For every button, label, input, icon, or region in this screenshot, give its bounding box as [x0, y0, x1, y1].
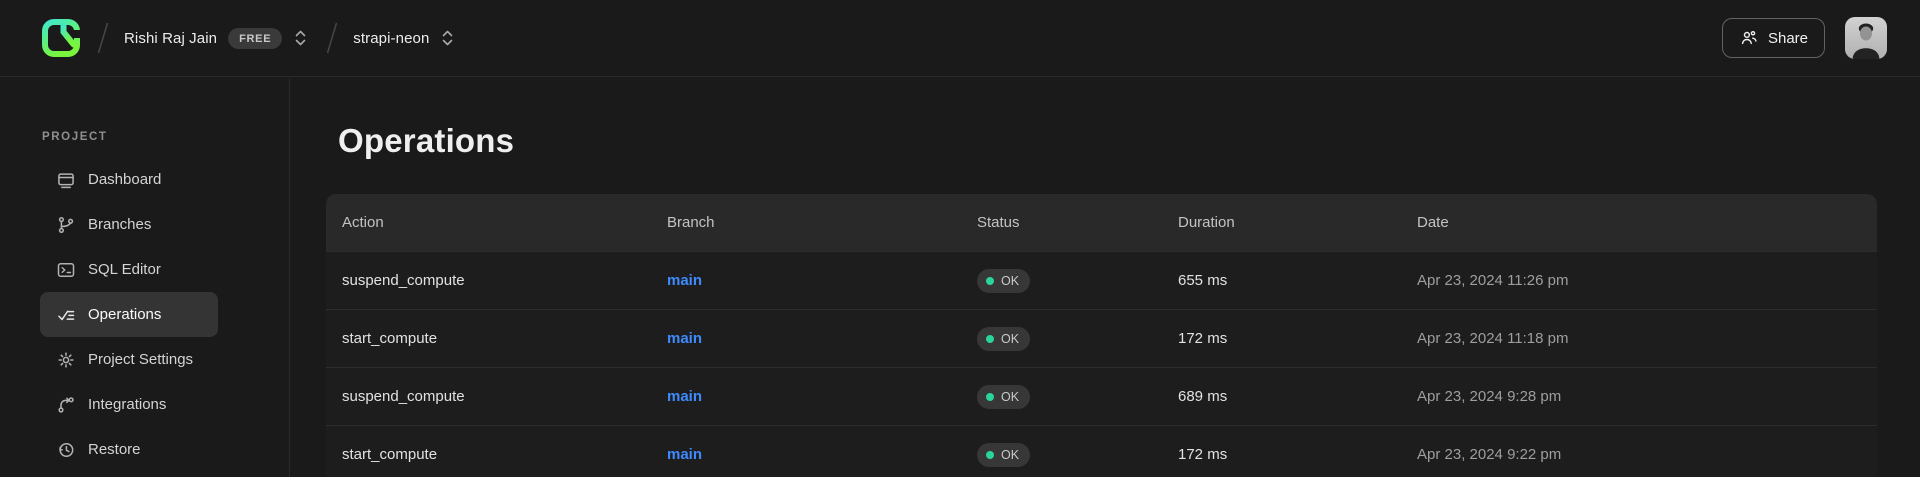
sidebar-nav: Dashboard Branches SQL Editor: [0, 157, 289, 472]
gear-icon: [56, 350, 76, 370]
user-avatar[interactable]: [1845, 17, 1887, 59]
branch-link[interactable]: main: [667, 330, 703, 347]
sidebar-item-label: Branches: [88, 216, 152, 233]
sidebar-item-label: Restore: [88, 441, 141, 458]
column-header-duration: Duration: [1178, 214, 1235, 231]
neon-logo-icon: [40, 17, 82, 59]
date-cell: Apr 23, 2024 9:22 pm: [1417, 446, 1562, 463]
sidebar-item-label: SQL Editor: [88, 261, 161, 278]
neon-logo[interactable]: [40, 17, 82, 59]
main-content: Operations Action Branch Status Duration…: [291, 78, 1920, 477]
table-row: start_compute main OK 172 ms Apr 23, 202…: [326, 425, 1877, 477]
project-name: strapi-neon: [353, 29, 430, 47]
branch-link[interactable]: main: [667, 272, 703, 289]
app-header: Rishi Raj Jain FREE strapi-neon: [0, 0, 1920, 77]
sidebar-item-sql-editor[interactable]: SQL Editor: [40, 247, 218, 292]
date-cell: Apr 23, 2024 9:28 pm: [1417, 388, 1562, 405]
header-breadcrumb-area: Rishi Raj Jain FREE strapi-neon: [40, 17, 458, 59]
action-cell: start_compute: [342, 446, 438, 463]
duration-cell: 172 ms: [1178, 330, 1228, 347]
project-sidebar: PROJECT Dashboard Branches: [0, 78, 290, 477]
dashboard-icon: [56, 170, 76, 190]
share-button[interactable]: Share: [1721, 18, 1825, 58]
breadcrumb-slash: [96, 21, 110, 55]
sidebar-item-label: Operations: [88, 306, 162, 323]
page-title: Operations: [338, 122, 515, 159]
branch-link[interactable]: main: [667, 388, 703, 405]
operations-table: Action Branch Status Duration Date suspe…: [326, 194, 1877, 477]
sidebar-item-label: Dashboard: [88, 171, 162, 188]
breadcrumb-org[interactable]: Rishi Raj Jain FREE: [124, 26, 311, 50]
action-cell: start_compute: [342, 330, 438, 347]
chevron-up-down-icon: [441, 28, 454, 48]
date-cell: Apr 23, 2024 11:26 pm: [1417, 272, 1569, 289]
sidebar-item-label: Project Settings: [88, 351, 194, 368]
status-badge: OK: [977, 384, 1031, 409]
sidebar-item-operations[interactable]: Operations: [40, 292, 218, 337]
duration-cell: 689 ms: [1178, 388, 1228, 405]
sidebar-item-restore[interactable]: Restore: [40, 427, 218, 472]
status-label: OK: [1001, 273, 1020, 288]
restore-icon: [56, 440, 76, 460]
sidebar-item-label: Integrations: [88, 396, 167, 413]
plan-badge: FREE: [228, 27, 283, 49]
date-cell: Apr 23, 2024 11:18 pm: [1417, 330, 1569, 347]
integrations-icon: [56, 395, 76, 415]
table-row: suspend_compute main OK 689 ms Apr 23, 2…: [326, 367, 1877, 425]
sidebar-section-label: PROJECT: [42, 131, 108, 143]
status-label: OK: [1001, 331, 1020, 346]
duration-cell: 655 ms: [1178, 272, 1228, 289]
status-ok-dot: [986, 392, 994, 401]
action-cell: suspend_compute: [342, 388, 465, 405]
header-actions: Share: [1721, 17, 1887, 59]
breadcrumb-project[interactable]: strapi-neon: [353, 26, 458, 50]
org-name: Rishi Raj Jain: [124, 29, 218, 47]
sidebar-item-project-settings[interactable]: Project Settings: [40, 337, 218, 382]
sidebar-item-integrations[interactable]: Integrations: [40, 382, 218, 427]
chevron-up-down-icon: [294, 28, 307, 48]
sidebar-item-branches[interactable]: Branches: [40, 202, 218, 247]
status-ok-dot: [986, 334, 994, 343]
table-row: start_compute main OK 172 ms Apr 23, 202…: [326, 309, 1877, 367]
org-switcher-button[interactable]: [290, 26, 311, 50]
duration-cell: 172 ms: [1178, 446, 1228, 463]
share-button-label: Share: [1767, 29, 1808, 47]
users-icon: [1739, 28, 1759, 48]
sidebar-item-dashboard[interactable]: Dashboard: [40, 157, 218, 202]
status-badge: OK: [977, 326, 1031, 351]
column-header-branch: Branch: [667, 214, 715, 231]
column-header-date: Date: [1417, 214, 1449, 231]
branch-link[interactable]: main: [667, 446, 703, 463]
status-label: OK: [1001, 389, 1020, 404]
status-badge: OK: [977, 268, 1031, 293]
table-header-row: Action Branch Status Duration Date: [326, 194, 1877, 251]
branches-icon: [56, 215, 76, 235]
column-header-action: Action: [342, 214, 384, 231]
operations-icon: [56, 305, 76, 325]
project-switcher-button[interactable]: [437, 26, 458, 50]
status-ok-dot: [986, 450, 994, 459]
status-ok-dot: [986, 276, 994, 285]
status-badge: OK: [977, 442, 1031, 467]
breadcrumb-slash: [325, 21, 339, 55]
sql-editor-icon: [56, 260, 76, 280]
column-header-status: Status: [977, 214, 1020, 231]
status-label: OK: [1001, 447, 1020, 462]
table-row: suspend_compute main OK 655 ms Apr 23, 2…: [326, 251, 1877, 309]
action-cell: suspend_compute: [342, 272, 465, 289]
